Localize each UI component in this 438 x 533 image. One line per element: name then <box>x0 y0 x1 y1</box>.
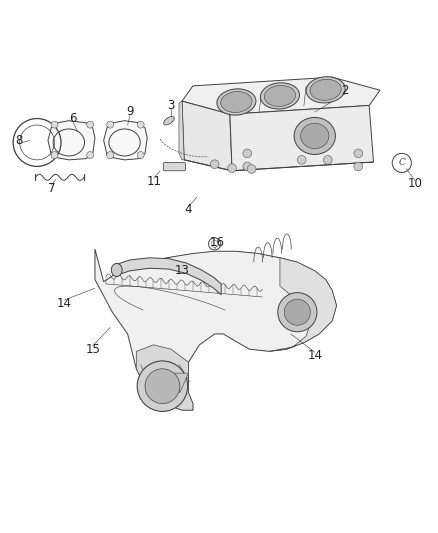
Text: 9: 9 <box>126 106 134 118</box>
Polygon shape <box>48 120 95 160</box>
Ellipse shape <box>294 117 336 155</box>
Circle shape <box>243 149 252 158</box>
Circle shape <box>51 151 58 158</box>
Text: 14: 14 <box>307 349 322 362</box>
Circle shape <box>284 299 311 325</box>
Circle shape <box>107 121 114 128</box>
Polygon shape <box>182 101 232 171</box>
Polygon shape <box>182 77 380 114</box>
Circle shape <box>210 160 219 168</box>
Text: 15: 15 <box>85 343 100 356</box>
Ellipse shape <box>310 79 341 100</box>
Circle shape <box>137 361 187 411</box>
Text: 3: 3 <box>167 99 175 112</box>
Text: 7: 7 <box>48 182 55 195</box>
Circle shape <box>137 151 144 158</box>
Text: 4: 4 <box>185 204 192 216</box>
Polygon shape <box>117 258 221 295</box>
Circle shape <box>87 121 94 128</box>
Circle shape <box>323 156 332 164</box>
Ellipse shape <box>221 92 252 112</box>
Ellipse shape <box>300 123 329 149</box>
Circle shape <box>87 151 94 158</box>
Circle shape <box>228 164 237 173</box>
Circle shape <box>137 121 144 128</box>
Polygon shape <box>230 106 374 171</box>
Text: 6: 6 <box>70 112 77 125</box>
Circle shape <box>243 162 252 171</box>
Text: 2: 2 <box>342 84 349 96</box>
Text: 10: 10 <box>407 177 422 190</box>
Ellipse shape <box>111 263 122 277</box>
Text: 11: 11 <box>146 175 161 188</box>
Text: 8: 8 <box>15 134 22 147</box>
Polygon shape <box>167 373 188 393</box>
Ellipse shape <box>264 85 296 107</box>
Polygon shape <box>104 120 147 160</box>
Polygon shape <box>136 345 193 410</box>
Circle shape <box>51 121 58 128</box>
Polygon shape <box>95 249 336 410</box>
Text: C: C <box>398 158 405 167</box>
Circle shape <box>278 293 317 332</box>
Text: 16: 16 <box>209 236 224 249</box>
Circle shape <box>247 165 256 173</box>
Ellipse shape <box>164 116 174 125</box>
Polygon shape <box>179 101 184 160</box>
Circle shape <box>297 156 306 164</box>
Polygon shape <box>269 258 336 351</box>
Ellipse shape <box>217 89 256 115</box>
FancyBboxPatch shape <box>163 163 185 171</box>
Circle shape <box>107 151 114 158</box>
Text: 14: 14 <box>57 297 72 310</box>
Text: 13: 13 <box>175 264 190 277</box>
Ellipse shape <box>306 77 345 103</box>
Circle shape <box>354 149 363 158</box>
Circle shape <box>354 162 363 171</box>
Ellipse shape <box>260 83 300 109</box>
Circle shape <box>145 369 180 403</box>
